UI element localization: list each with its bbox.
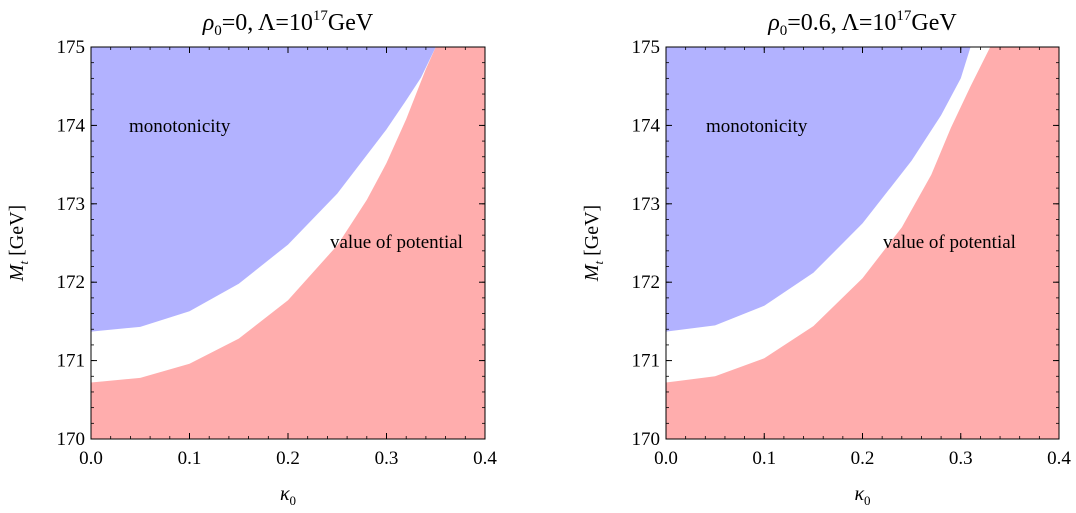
x-tick-label: 0.3 xyxy=(949,448,973,469)
x-axis-label: κ0 xyxy=(280,483,296,508)
chart-panel-left: 0.0 0.1 0.2 0.3 0.4 170 171 172 173 174 175 ρ0=0, Λ… xyxy=(6,8,497,508)
plot-area xyxy=(91,47,485,439)
chart-svg-left: 0.0 0.1 0.2 0.3 0.4 170 171 172 173 174 175 ρ0=0, Λ… xyxy=(6,8,497,508)
y-tick-label: 170 xyxy=(57,429,86,450)
y-axis-label: Mt [GeV] xyxy=(6,205,31,282)
y-tick-label: 174 xyxy=(632,115,661,136)
annotation-monotonicity: monotonicity xyxy=(129,116,231,137)
chart-title: ρ0=0.6, Λ=1017GeV xyxy=(767,8,957,39)
chart-panel-right: 0.0 0.1 0.2 0.3 0.4 170 171 172 173 174 175 ρ0=0.6,… xyxy=(538,0,1076,513)
chart-svg-right: 0.0 0.1 0.2 0.3 0.4 170 171 172 173 174 175 ρ0=0.6,… xyxy=(581,8,1071,508)
x-tick-label: 0.2 xyxy=(851,448,875,469)
y-tick-label: 175 xyxy=(632,37,661,58)
x-tick-label: 0.3 xyxy=(375,448,399,469)
y-axis-label: Mt [GeV] xyxy=(581,205,606,282)
x-tick-label: 0.2 xyxy=(276,448,300,469)
y-tick-label: 173 xyxy=(632,194,661,215)
x-tick-label: 0.4 xyxy=(1047,448,1071,469)
annotation-monotonicity: monotonicity xyxy=(706,116,808,137)
value-of-potential-region xyxy=(91,47,485,439)
y-tick-label: 171 xyxy=(57,351,86,372)
plot-area xyxy=(666,47,1059,439)
monotonicity-region xyxy=(666,47,971,332)
y-tick-label: 173 xyxy=(57,194,86,215)
x-tick-label: 0.1 xyxy=(752,448,776,469)
annotation-value-of-potential: value of potential xyxy=(330,232,463,253)
y-tick-label: 171 xyxy=(632,351,661,372)
y-tick-label: 174 xyxy=(57,115,86,136)
x-tick-label: 0.4 xyxy=(473,448,497,469)
y-tick-label: 172 xyxy=(57,272,86,293)
annotation-value-of-potential: value of potential xyxy=(883,232,1016,253)
x-axis-label: κ0 xyxy=(854,483,870,508)
y-tick-label: 170 xyxy=(632,429,661,450)
chart-title: ρ0=0, Λ=1017GeV xyxy=(202,8,374,39)
x-tick-label: 0.0 xyxy=(79,448,103,469)
x-tick-label: 0.0 xyxy=(654,448,678,469)
value-of-potential-region xyxy=(666,47,1059,439)
monotonicity-region xyxy=(91,47,436,332)
x-tick-label: 0.1 xyxy=(178,448,202,469)
y-tick-label: 175 xyxy=(57,37,86,58)
y-tick-label: 172 xyxy=(632,272,661,293)
